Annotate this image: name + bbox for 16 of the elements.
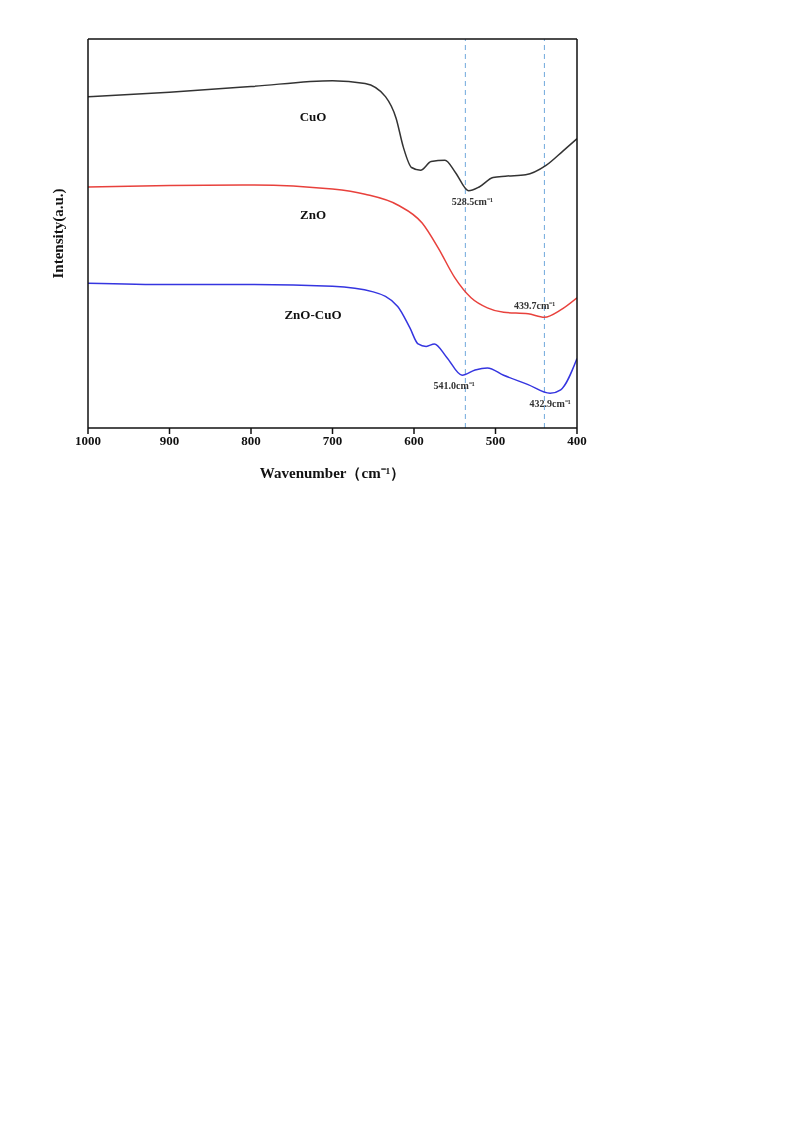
x-tick-label: 500 [485, 433, 506, 449]
x-tick-label: 600 [404, 433, 424, 449]
annotation: 439.7cm⁻¹ [514, 300, 556, 312]
x-tick-label: 900 [159, 433, 180, 449]
text: CuO [299, 108, 327, 124]
x-tick-label: 800 [241, 433, 261, 449]
annotation: 541.0cm⁻¹ [433, 380, 475, 392]
y-axis-title: Intensity(a.u.) [50, 188, 68, 279]
annotation: 432.9cm⁻¹ [529, 398, 571, 410]
x-tick-label: 400 [567, 433, 587, 449]
annotation: 528.5cm⁻¹ [451, 195, 493, 207]
x-axis-title: Wavenumber（cm⁻¹） [259, 465, 406, 481]
series-label: ZnO [299, 206, 327, 222]
x-tick-label: 1000 [75, 433, 101, 449]
series-label: ZnO-CuO [284, 306, 342, 322]
x-tick-label: 700 [322, 433, 343, 449]
